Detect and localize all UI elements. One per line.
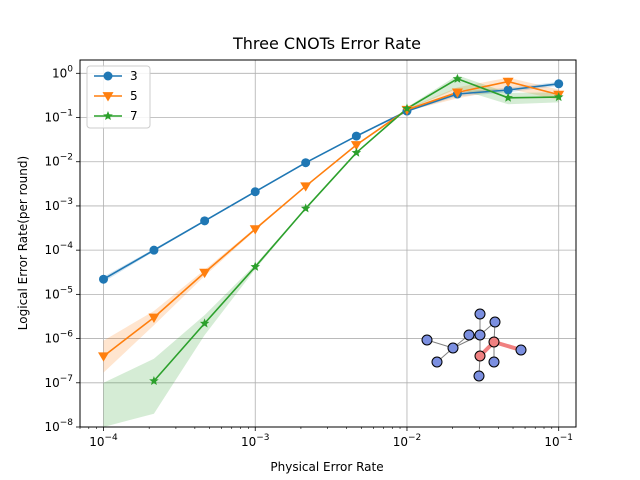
data-point bbox=[98, 352, 110, 362]
grid-layer bbox=[80, 60, 576, 428]
graph-node bbox=[488, 336, 500, 348]
x-tick-label: 10−3 bbox=[241, 433, 270, 449]
legend-label: 7 bbox=[130, 109, 138, 123]
graph-node bbox=[474, 350, 486, 362]
legend-label: 5 bbox=[130, 89, 138, 103]
x-tick-label: 10−4 bbox=[89, 433, 118, 449]
x-tick-label: 10−1 bbox=[544, 433, 573, 449]
data-point bbox=[300, 203, 311, 213]
x-axis-label: Physical Error Rate bbox=[270, 460, 383, 474]
data-point bbox=[102, 92, 114, 102]
graph-node bbox=[488, 356, 500, 368]
series-line-3 bbox=[103, 83, 559, 280]
y-axis-label: Logical Error Rate(per round) bbox=[16, 156, 30, 330]
plot-frame bbox=[79, 59, 577, 428]
data-point bbox=[103, 71, 113, 81]
data-point bbox=[351, 147, 362, 157]
data-point bbox=[250, 187, 260, 197]
chart-title: Three CNOTs Error Rate bbox=[232, 34, 421, 53]
data-point bbox=[502, 77, 514, 88]
x-tick-label: 10−2 bbox=[393, 433, 422, 449]
graph-node bbox=[474, 308, 486, 320]
series-markers bbox=[98, 73, 565, 385]
graph-node bbox=[474, 329, 486, 341]
data-point bbox=[350, 141, 362, 151]
data-point bbox=[249, 225, 261, 235]
data-point bbox=[199, 268, 211, 279]
data-point bbox=[103, 111, 113, 120]
y-tick-label: 10−4 bbox=[44, 241, 73, 257]
qubit-graph-icon bbox=[421, 308, 527, 382]
legend-box bbox=[86, 65, 151, 129]
data-point bbox=[250, 261, 260, 271]
confidence-band-7 bbox=[103, 75, 559, 428]
y-tick-label: 10−6 bbox=[44, 330, 73, 346]
y-tick-label: 10−3 bbox=[44, 197, 73, 213]
graph-node bbox=[421, 334, 433, 346]
data-point bbox=[199, 318, 210, 328]
graph-node bbox=[463, 329, 475, 341]
data-point bbox=[554, 92, 564, 102]
confidence-bands bbox=[103, 75, 559, 428]
data-point bbox=[99, 274, 109, 284]
graph-node bbox=[473, 370, 485, 382]
data-point bbox=[503, 85, 513, 95]
legend: 3 5 7 bbox=[86, 65, 151, 129]
data-point bbox=[503, 92, 513, 102]
graph-node bbox=[489, 316, 501, 328]
y-tick-label: 10−8 bbox=[44, 418, 73, 434]
data-point bbox=[451, 88, 463, 98]
graph-node bbox=[447, 342, 459, 354]
data-point bbox=[149, 245, 159, 255]
data-point bbox=[149, 376, 159, 385]
y-tick-label: 10−5 bbox=[44, 285, 73, 301]
y-tick-label: 10−2 bbox=[44, 153, 73, 169]
data-point bbox=[301, 158, 311, 168]
graph-node bbox=[515, 344, 527, 356]
y-tick-label: 100 bbox=[52, 64, 73, 80]
axis-ticks: 10−4 10−3 10−2 10−1 10−8 10−7 10−6 10−5 10−4 10−3… bbox=[44, 64, 573, 449]
data-point bbox=[148, 313, 160, 323]
y-tick-label: 10−1 bbox=[44, 109, 73, 125]
data-point bbox=[402, 103, 412, 113]
legend-label: 3 bbox=[130, 69, 138, 83]
data-point bbox=[554, 79, 564, 89]
data-point bbox=[351, 131, 361, 141]
series-line-5 bbox=[103, 80, 559, 357]
data-point bbox=[200, 216, 210, 226]
y-tick-label: 10−7 bbox=[44, 374, 73, 390]
data-point bbox=[452, 73, 463, 83]
data-point bbox=[300, 182, 312, 192]
graph-node bbox=[431, 356, 443, 368]
